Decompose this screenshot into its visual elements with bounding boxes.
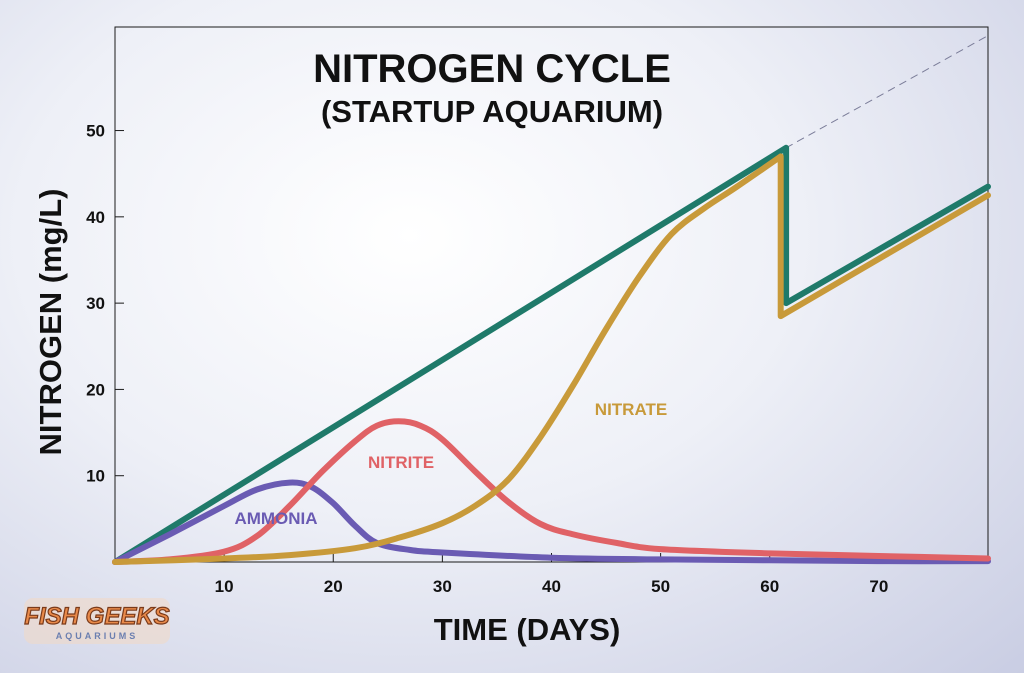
- y-tick-label: 30: [86, 294, 105, 313]
- nitrite-label: NITRITE: [368, 453, 434, 472]
- chart-subtitle: (STARTUP AQUARIUM): [321, 94, 663, 129]
- series-lines: [112, 35, 991, 565]
- y-tick-label: 20: [86, 380, 105, 399]
- y-tick-label: 40: [86, 208, 105, 227]
- logo-name: FISH GEEKS: [24, 603, 169, 630]
- ammonia-label: AMMONIA: [234, 509, 317, 528]
- x-tick-label: 60: [760, 577, 779, 596]
- projection-line: [785, 35, 989, 149]
- y-tick-label: 50: [86, 122, 105, 141]
- nitrite-line: [112, 418, 991, 565]
- x-tick-label: 50: [651, 577, 670, 596]
- nitrate-line: [112, 153, 991, 565]
- x-axis-label: TIME (DAYS): [434, 612, 621, 647]
- y-axis-ticks: 10 20 30 40 50: [86, 122, 124, 486]
- x-tick-label: 70: [869, 577, 888, 596]
- logo-subtitle: AQUARIUMS: [56, 631, 139, 641]
- y-axis-label: NITROGEN (mg/L): [33, 189, 68, 456]
- x-tick-label: 20: [324, 577, 343, 596]
- total-line: [112, 144, 991, 565]
- x-tick-label: 10: [215, 577, 234, 596]
- chart-title: NITROGEN CYCLE: [313, 47, 671, 91]
- logo-badge: [24, 598, 170, 644]
- x-tick-label: 30: [433, 577, 452, 596]
- nitrate-label: NITRATE: [595, 400, 667, 419]
- x-tick-label: 40: [542, 577, 561, 596]
- y-tick-label: 10: [86, 467, 105, 486]
- fish-geeks-logo: FISH GEEKS AQUARIUMS: [24, 598, 170, 644]
